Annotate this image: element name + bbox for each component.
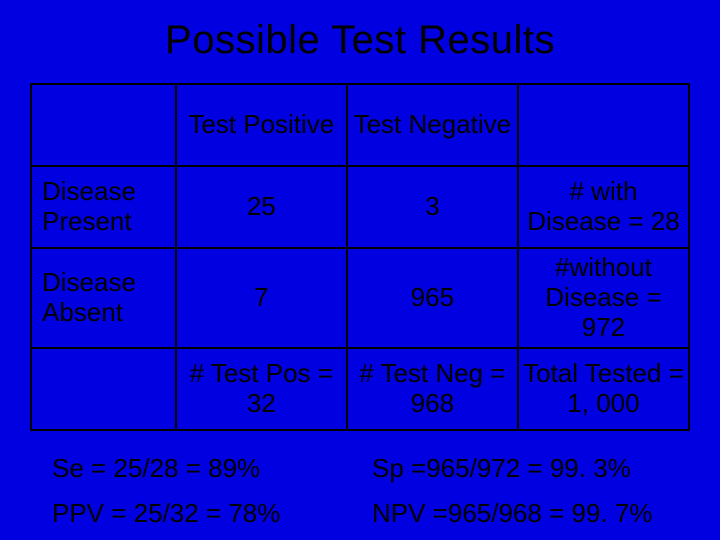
cell-test-pos-total: # Test Pos = 32: [176, 348, 347, 430]
stat-sensitivity: Se = 25/28 = 89%: [30, 453, 350, 484]
table-row: Test Positive Test Negative: [31, 84, 689, 166]
table-row: # Test Pos = 32 # Test Neg = 968 Total T…: [31, 348, 689, 430]
stat-ppv: PPV = 25/32 = 78%: [30, 498, 350, 529]
contingency-table: Test Positive Test Negative Disease Pres…: [30, 83, 690, 431]
col-header-test-negative: Test Negative: [347, 84, 518, 166]
stat-npv: NPV =965/968 = 99. 7%: [370, 498, 690, 529]
cell-false-negative: 3: [347, 166, 518, 248]
col-header-test-positive: Test Positive: [176, 84, 347, 166]
slide-title: Possible Test Results: [30, 18, 690, 63]
cell-disease-total: # with Disease = 28: [518, 166, 689, 248]
row-header-disease-present: Disease Present: [31, 166, 176, 248]
cell-no-disease-total: #without Disease = 972: [518, 248, 689, 348]
cell-test-neg-total: # Test Neg = 968: [347, 348, 518, 430]
slide: Possible Test Results Test Positive Test…: [0, 0, 720, 540]
table-cell-blank: [518, 84, 689, 166]
table-row: Disease Absent 7 965 #without Disease = …: [31, 248, 689, 348]
cell-true-positive: 25: [176, 166, 347, 248]
cell-true-negative: 965: [347, 248, 518, 348]
table-cell-blank: [31, 348, 176, 430]
stat-specificity: Sp =965/972 = 99. 3%: [370, 453, 690, 484]
row-header-disease-absent: Disease Absent: [31, 248, 176, 348]
table-row: Disease Present 25 3 # with Disease = 28: [31, 166, 689, 248]
table-cell-blank: [31, 84, 176, 166]
stats-block: Se = 25/28 = 89% Sp =965/972 = 99. 3% PP…: [30, 453, 690, 529]
cell-grand-total: Total Tested = 1, 000: [518, 348, 689, 430]
cell-false-positive: 7: [176, 248, 347, 348]
